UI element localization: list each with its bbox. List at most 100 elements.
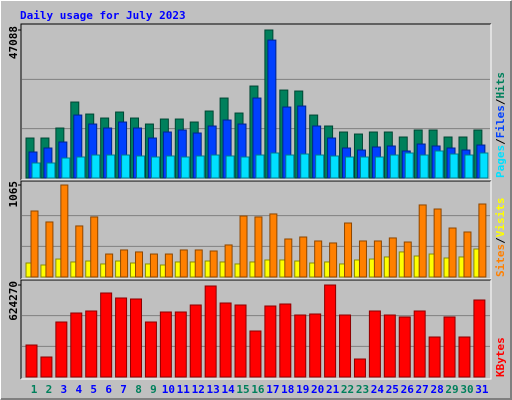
bar	[149, 253, 158, 278]
legend: KBytes	[494, 337, 507, 377]
x-tick-label: 15	[236, 383, 249, 396]
y-tick-label: 624270	[7, 281, 20, 321]
bar	[374, 156, 384, 179]
bar	[150, 156, 160, 179]
bar	[449, 153, 459, 179]
bar	[345, 156, 355, 179]
bar	[40, 356, 53, 378]
bar	[373, 240, 382, 278]
bar	[404, 152, 414, 179]
bar	[249, 330, 262, 378]
bar	[224, 244, 233, 278]
bar	[478, 203, 487, 278]
x-tick-label: 17	[266, 383, 279, 396]
bar	[219, 302, 232, 378]
bar	[30, 210, 39, 278]
bar	[189, 304, 202, 378]
bar	[473, 299, 486, 378]
bar	[234, 304, 247, 378]
bar	[428, 336, 441, 378]
legend-entry: KBytes	[494, 337, 507, 377]
bar	[25, 344, 38, 378]
x-tick-label: 28	[430, 383, 443, 396]
bar	[324, 284, 337, 378]
bar	[300, 153, 310, 179]
bar	[344, 222, 353, 278]
x-tick-label: 8	[135, 383, 142, 396]
bar	[419, 154, 429, 179]
x-tick-label: 18	[281, 383, 294, 396]
x-tick-label: 19	[296, 383, 309, 396]
bar	[383, 314, 396, 378]
x-tick-label: 20	[311, 383, 324, 396]
legend-entry: Visits	[494, 198, 507, 238]
bar	[225, 155, 235, 179]
chart-title: Daily usage for July 2023	[20, 9, 186, 22]
bar	[209, 250, 218, 278]
panel-border-light	[21, 24, 492, 181]
bar	[61, 157, 71, 179]
x-tick-label: 22	[341, 383, 354, 396]
bar	[105, 253, 114, 278]
x-tick-label: 4	[75, 383, 82, 396]
bar	[106, 154, 116, 179]
bar	[45, 221, 54, 278]
bar	[330, 155, 340, 179]
bar	[136, 155, 146, 179]
x-tick-label: 9	[150, 383, 157, 396]
legend-entry: Pages	[494, 145, 507, 178]
legend-entry: Hits	[494, 72, 507, 99]
x-tick-label: 10	[162, 383, 175, 396]
bar	[210, 154, 220, 179]
bar	[315, 154, 325, 179]
bar	[55, 321, 68, 378]
x-tick-label: 7	[120, 383, 127, 396]
bar	[180, 156, 190, 179]
bar	[443, 316, 456, 378]
panel-border-dark	[20, 279, 491, 379]
bar	[358, 240, 367, 278]
bar	[240, 156, 250, 179]
x-tick-label: 14	[221, 383, 235, 396]
panel-border-light	[21, 181, 492, 280]
bar	[463, 231, 472, 278]
x-tick-label: 24	[371, 383, 385, 396]
legend: Sites/Visits	[494, 198, 507, 278]
x-tick-label: 11	[177, 383, 191, 396]
x-tick-label: 1	[31, 383, 38, 396]
bar	[434, 150, 444, 179]
bar	[76, 156, 86, 179]
legend-entry: Sites	[494, 244, 507, 277]
x-tick-label: 27	[416, 383, 429, 396]
bar	[433, 208, 442, 278]
x-tick-label: 2	[46, 383, 53, 396]
x-tick-label: 5	[90, 383, 97, 396]
bar	[144, 321, 157, 378]
x-tick-label: 25	[386, 383, 399, 396]
bar	[479, 152, 489, 179]
x-tick-label: 21	[326, 383, 340, 396]
bar	[60, 184, 69, 278]
bar	[368, 310, 381, 378]
legend-separator: /	[494, 138, 507, 145]
x-tick-label: 26	[401, 383, 415, 396]
bar	[339, 314, 352, 378]
x-tick-label: 16	[251, 383, 265, 396]
bar	[135, 251, 144, 278]
bar	[359, 156, 369, 179]
bar	[403, 241, 412, 278]
bar	[159, 311, 172, 378]
x-tick-label: 12	[192, 383, 205, 396]
bar	[418, 204, 427, 278]
x-tick-label: 3	[61, 383, 68, 396]
bar	[294, 314, 307, 378]
bar	[269, 213, 278, 278]
bar	[299, 236, 308, 278]
bar	[204, 285, 217, 378]
bar	[85, 310, 98, 378]
bar	[254, 216, 263, 278]
bar	[174, 311, 187, 378]
bar	[255, 154, 265, 179]
bar	[120, 249, 129, 278]
